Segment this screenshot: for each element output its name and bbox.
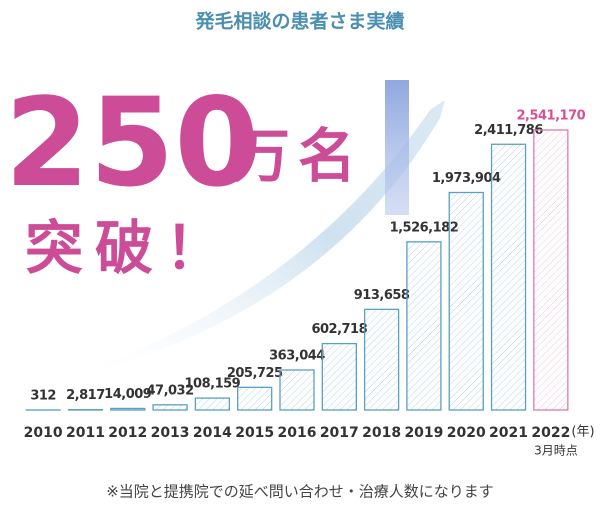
value-label: 205,725 xyxy=(227,366,283,381)
x-tick-label: 2012 xyxy=(108,425,147,441)
value-label: 312 xyxy=(30,388,56,403)
bar xyxy=(533,129,569,411)
x-tick-label: 2011 xyxy=(66,425,105,441)
bar xyxy=(406,241,442,411)
x-tick-label: 2022 xyxy=(531,425,570,441)
bar xyxy=(321,342,357,411)
x-tick-label: 2021 xyxy=(489,425,528,441)
x-tick-label: 2010 xyxy=(24,425,63,441)
value-label: 2,541,170 xyxy=(516,109,585,124)
bar xyxy=(110,407,146,411)
value-label: 2,817 xyxy=(66,388,105,403)
x-tick-label: 2014 xyxy=(193,425,232,441)
x-unit: (年) xyxy=(571,425,594,440)
bar xyxy=(490,143,527,411)
value-label: 47,032 xyxy=(146,383,193,398)
x-tick-label: 2018 xyxy=(362,425,401,441)
footnote: ※当院と提携院での延べ問い合わせ・治療人数になります xyxy=(106,483,494,501)
value-label: 1,526,182 xyxy=(390,220,459,235)
bar xyxy=(448,191,484,411)
value-label: 14,009 xyxy=(104,387,152,402)
value-label: 108,159 xyxy=(185,377,241,392)
decor-bar xyxy=(385,80,409,215)
x-tick-label: 2019 xyxy=(404,425,443,441)
x-tick-label: 2013 xyxy=(151,425,190,441)
bar xyxy=(363,308,400,411)
x-tick-label: 2017 xyxy=(320,425,359,441)
headline-sub: 突破！ xyxy=(25,214,235,282)
x-tick-label: 2015 xyxy=(235,425,274,441)
bar xyxy=(279,369,315,411)
value-label: 363,044 xyxy=(269,348,325,363)
value-label: 602,718 xyxy=(311,322,367,337)
x-tick-label: 2020 xyxy=(447,425,486,441)
bar xyxy=(152,404,188,411)
x-tick-label: 2016 xyxy=(278,425,317,441)
value-label: 1,973,904 xyxy=(432,171,501,186)
x-note: 3月時点 xyxy=(534,444,578,458)
headline: 250 xyxy=(5,72,260,214)
value-label: 2,411,786 xyxy=(474,123,543,138)
headline-unit: 万名 xyxy=(232,122,364,190)
chart-title: 発毛相談の患者さま実績 xyxy=(194,10,404,33)
value-label: 913,658 xyxy=(354,288,410,303)
bar xyxy=(237,386,273,411)
bar xyxy=(194,397,231,411)
